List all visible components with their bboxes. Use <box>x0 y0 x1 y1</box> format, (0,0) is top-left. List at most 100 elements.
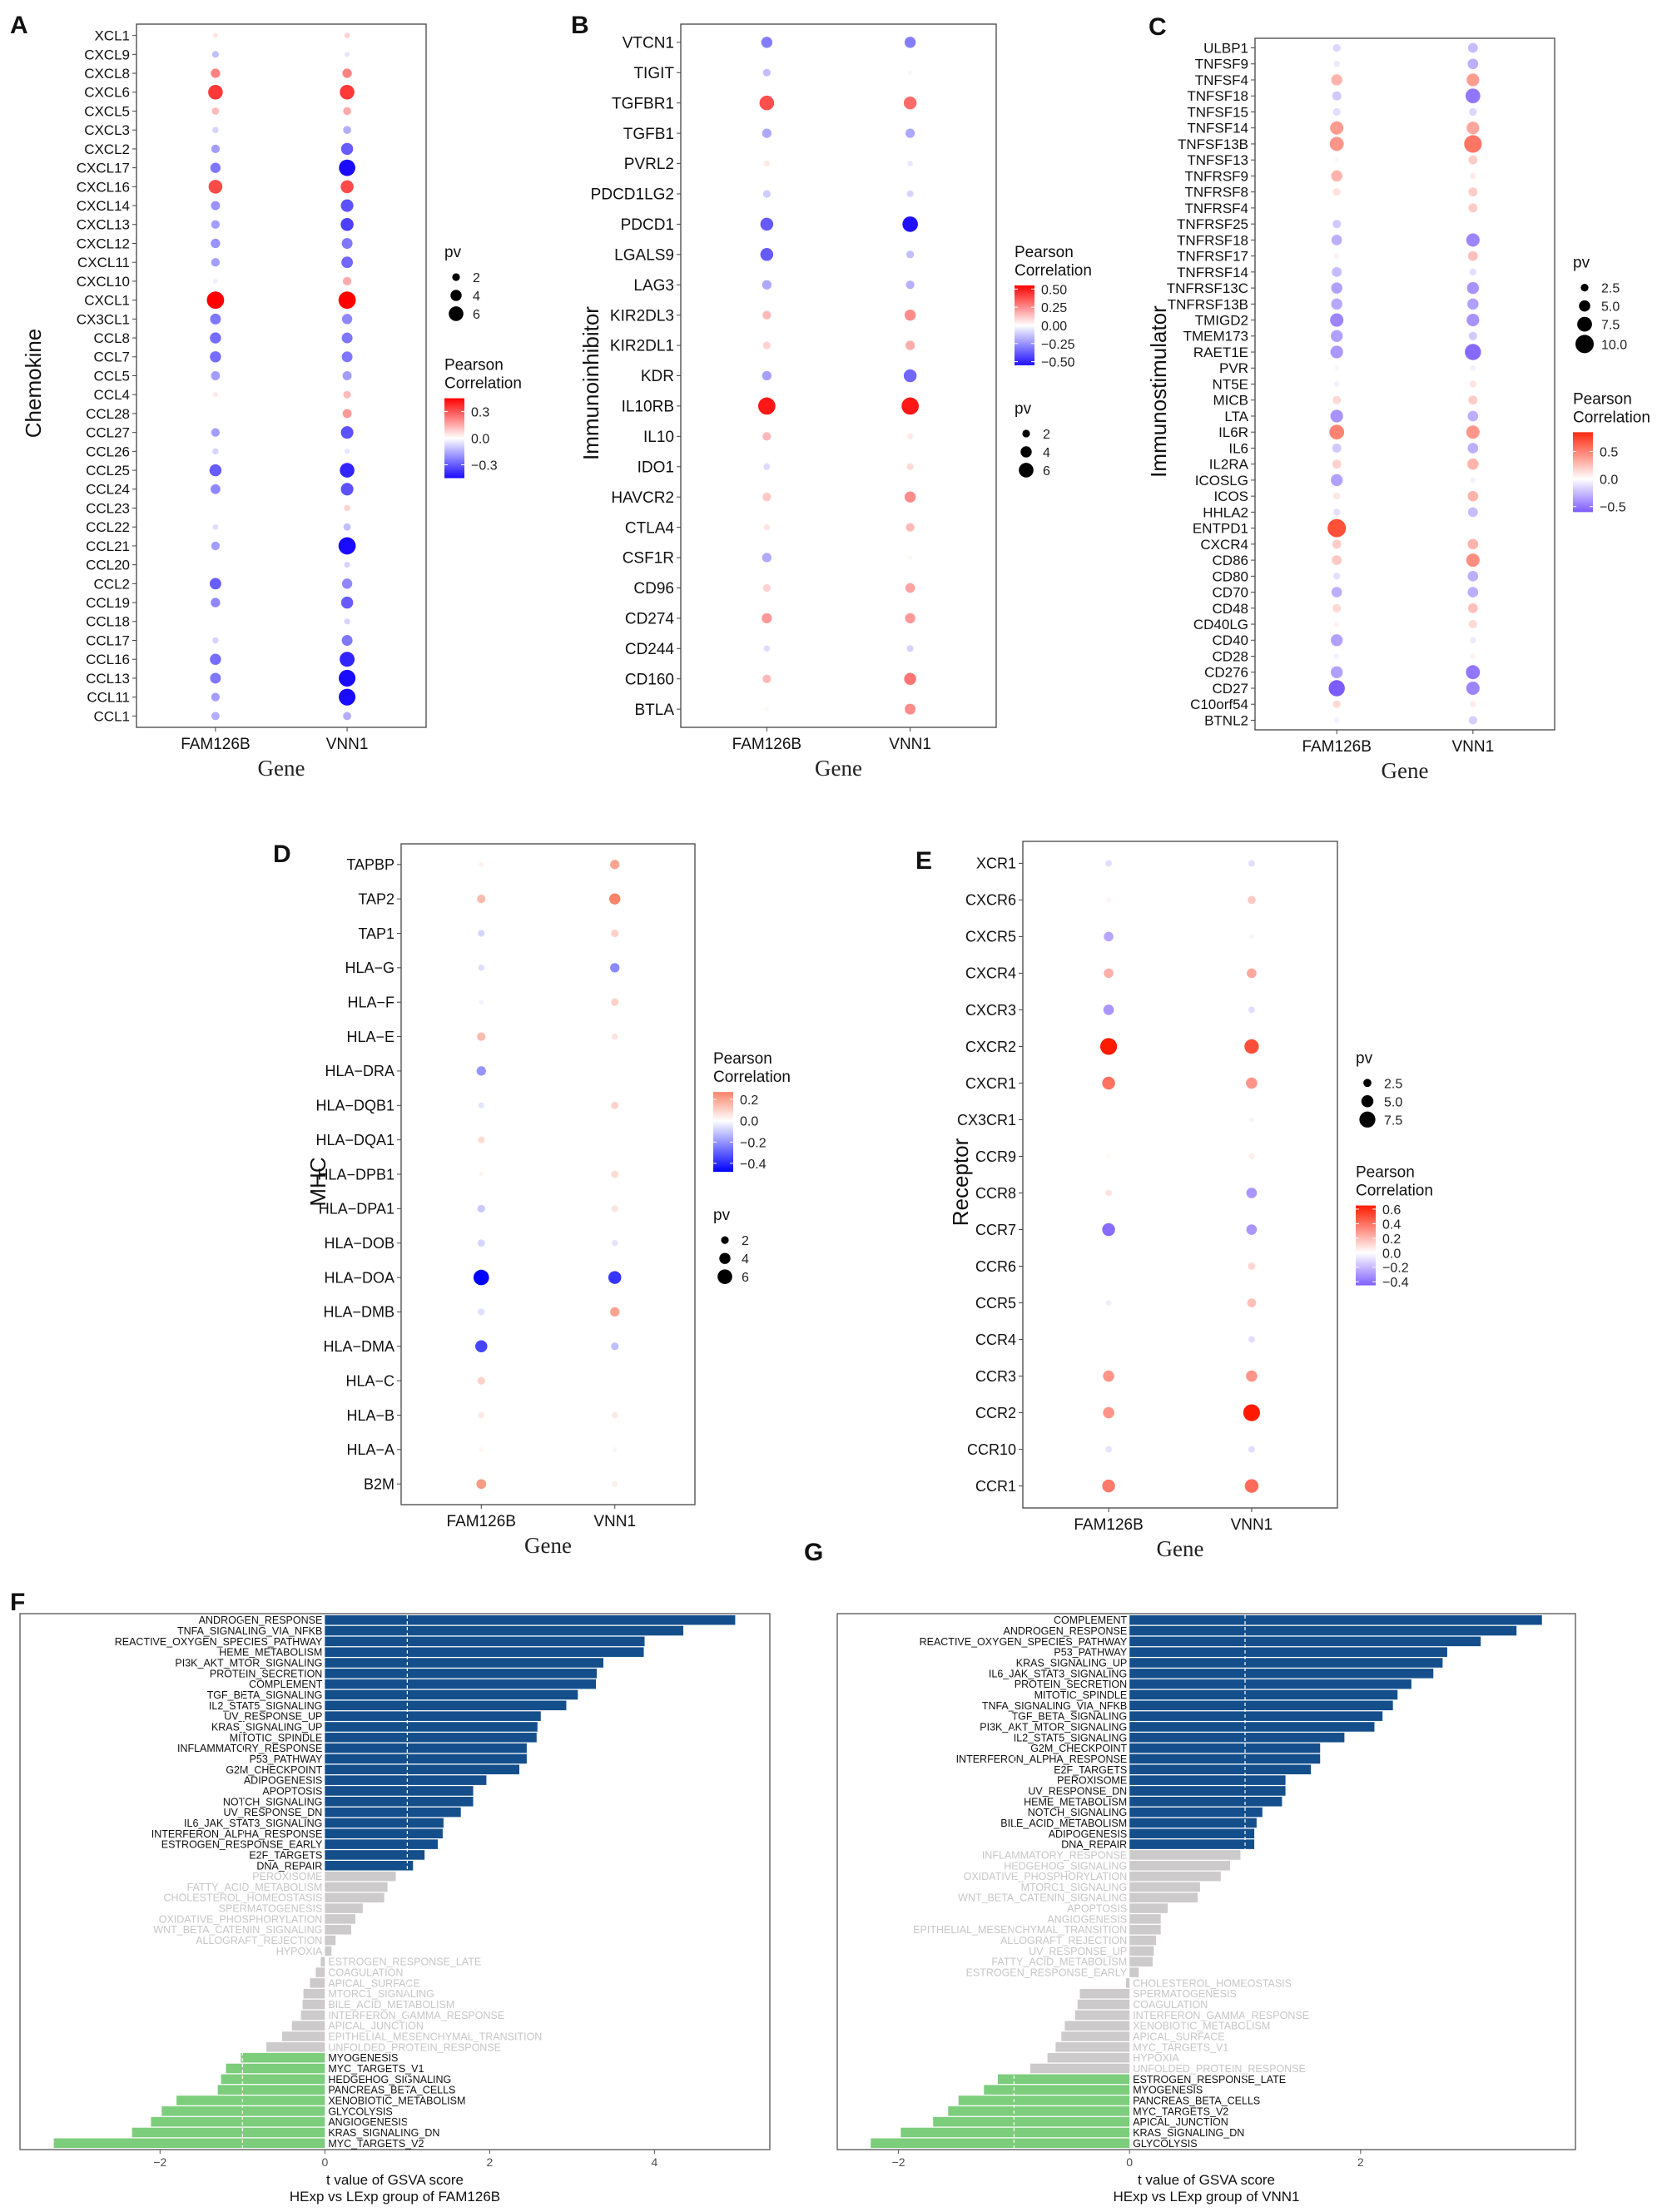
y-tick-label: HLA−DRA <box>325 1063 394 1079</box>
bar <box>325 1924 352 1935</box>
bar-label: APOPTOSIS <box>262 1785 322 1797</box>
colorbar-tick-label: 0.6 <box>1382 1203 1401 1218</box>
dot-fam126b <box>206 291 225 310</box>
dot-fam126b <box>762 341 771 350</box>
dot-vnn1 <box>341 238 353 249</box>
dot-vnn1 <box>907 433 914 439</box>
dot-vnn1 <box>608 1271 622 1284</box>
bar-label: P53_PATHWAY <box>1054 1647 1127 1659</box>
dot-vnn1 <box>907 555 913 560</box>
bar-label: IL2_STAT5_SIGNALING <box>1014 1732 1127 1743</box>
size-legend-title: pv <box>1015 400 1032 418</box>
y-tick-label: RAET1E <box>1193 345 1248 360</box>
y-tick-label: HLA−DOB <box>324 1235 394 1252</box>
y-tick-label: CXCL2 <box>84 141 130 157</box>
dot-vnn1 <box>340 142 354 156</box>
bar <box>325 1636 645 1647</box>
bar-label: CHOLESTEROL_HOMEOSTASIS <box>1133 1977 1292 1989</box>
bar <box>1129 1689 1398 1700</box>
size-legend-title: pv <box>713 1207 731 1224</box>
colorbar <box>1356 1205 1376 1286</box>
bar <box>325 1860 414 1871</box>
dot-fam126b <box>213 563 218 568</box>
color-legend-title: Pearson <box>1573 390 1632 408</box>
size-legend-dot <box>717 1269 732 1284</box>
size-legend-label: 2 <box>742 1234 749 1248</box>
bar <box>1129 1892 1198 1903</box>
dot-fam126b <box>761 37 773 48</box>
dot-fam126b <box>212 126 219 133</box>
y-tick-label: HLA−A <box>346 1441 394 1458</box>
bar <box>176 2095 325 2105</box>
dot-fam126b <box>212 278 218 284</box>
dot-vnn1 <box>339 159 355 176</box>
dot-fam126b <box>1332 492 1341 500</box>
bar <box>226 2063 325 2074</box>
size-legend-dot <box>1019 463 1034 478</box>
bar <box>325 1711 541 1721</box>
bar-label: PEROXISOME <box>252 1871 322 1882</box>
bar <box>1129 1850 1241 1860</box>
y-tick-label: TNFSF14 <box>1187 121 1248 136</box>
dot-vnn1 <box>338 291 356 310</box>
dot-vnn1 <box>344 618 350 625</box>
y-tick-label: TNFRSF14 <box>1177 265 1248 280</box>
dot-vnn1 <box>1469 107 1477 117</box>
dot-fam126b <box>1106 897 1112 903</box>
bar <box>1129 1828 1255 1839</box>
dot-fam126b <box>210 313 221 325</box>
bar <box>325 1753 527 1764</box>
x-tick-label: FAM126B <box>181 736 250 753</box>
bar-label: DNA_REPAIR <box>256 1860 322 1872</box>
dot-fam126b <box>210 672 221 684</box>
size-legend-label: 4 <box>473 290 480 304</box>
bar-label: UNFOLDED_PROTEIN_RESPONSE <box>1133 2063 1306 2075</box>
y-tick-label: CXCL16 <box>77 179 130 195</box>
dot-fam126b <box>1103 1406 1114 1419</box>
x-tick-label: 2 <box>486 2155 493 2169</box>
bar <box>325 1828 443 1839</box>
y-axis-title: MHC <box>305 1157 330 1206</box>
colorbar-tick-label: 0.2 <box>740 1094 758 1108</box>
dot-vnn1 <box>1467 587 1479 598</box>
x-tick-label: VNN1 <box>326 736 369 753</box>
y-tick-label: CD48 <box>1213 601 1248 617</box>
x-axis-title: Gene <box>1382 758 1429 783</box>
bar-label: MTORC1_SIGNALING <box>1021 1882 1128 1893</box>
y-tick-label: CD80 <box>1213 568 1248 584</box>
dot-vnn1 <box>1467 571 1479 582</box>
y-tick-label: LTA <box>1224 409 1248 424</box>
dot-fam126b <box>762 190 771 198</box>
dot-fam126b <box>760 217 774 231</box>
bar <box>325 1679 597 1689</box>
y-tick-label: TNFRSF8 <box>1185 185 1249 201</box>
dot-vnn1 <box>903 96 917 110</box>
dot-vnn1 <box>905 703 916 715</box>
bar-label: GLYCOLYSIS <box>328 2105 392 2117</box>
y-tick-label: CXCR4 <box>1200 537 1248 553</box>
y-tick-label: CCR7 <box>975 1222 1016 1238</box>
y-tick-label: CCL7 <box>94 350 130 365</box>
dot-vnn1 <box>904 491 916 503</box>
bar <box>1129 1935 1157 1946</box>
dot-fam126b <box>1333 253 1340 259</box>
dot-vnn1 <box>611 1239 618 1247</box>
dot-vnn1 <box>344 449 350 454</box>
dot-fam126b <box>1330 345 1343 359</box>
bar <box>1129 1669 1434 1679</box>
dot-fam126b <box>1332 508 1341 516</box>
size-legend-dot <box>1579 300 1590 312</box>
bar <box>1129 1700 1393 1711</box>
size-legend-dot <box>719 1252 731 1264</box>
y-tick-label: HLA−DPA1 <box>319 1201 394 1218</box>
y-axis-title: Immunostimulator <box>1146 305 1171 478</box>
colorbar <box>713 1092 733 1173</box>
dot-fam126b <box>764 707 770 712</box>
dot-vnn1 <box>904 672 916 685</box>
dot-vnn1 <box>339 669 356 687</box>
y-tick-label: TNFRSF4 <box>1185 201 1249 216</box>
dot-vnn1 <box>1467 443 1479 454</box>
dot-vnn1 <box>611 1205 618 1213</box>
y-tick-label: CXCR5 <box>965 929 1016 945</box>
